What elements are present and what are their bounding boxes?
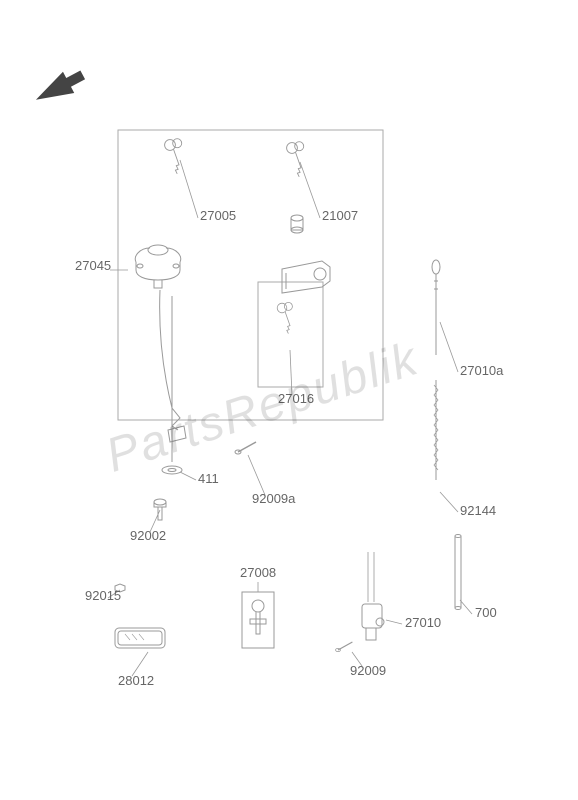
label-92009: 92009 bbox=[350, 663, 386, 678]
label-27008: 27008 bbox=[240, 565, 276, 580]
label-27005: 27005 bbox=[200, 208, 236, 223]
label-92144: 92144 bbox=[460, 503, 496, 518]
label-92009a: 92009a bbox=[252, 491, 295, 506]
label-27010: 27010 bbox=[405, 615, 441, 630]
label-411: 411 bbox=[198, 471, 219, 486]
label-27010a: 27010a bbox=[460, 363, 503, 378]
part-drawings bbox=[108, 139, 472, 676]
group-boxes bbox=[118, 130, 383, 420]
label-21007: 21007 bbox=[322, 208, 358, 223]
label-700: 700 bbox=[475, 605, 497, 620]
label-27045: 27045 bbox=[75, 258, 111, 273]
direction-arrow bbox=[30, 64, 88, 110]
label-92002: 92002 bbox=[130, 528, 166, 543]
label-27016: 27016 bbox=[278, 391, 314, 406]
label-28012: 28012 bbox=[118, 673, 154, 688]
label-92015: 92015 bbox=[85, 588, 121, 603]
